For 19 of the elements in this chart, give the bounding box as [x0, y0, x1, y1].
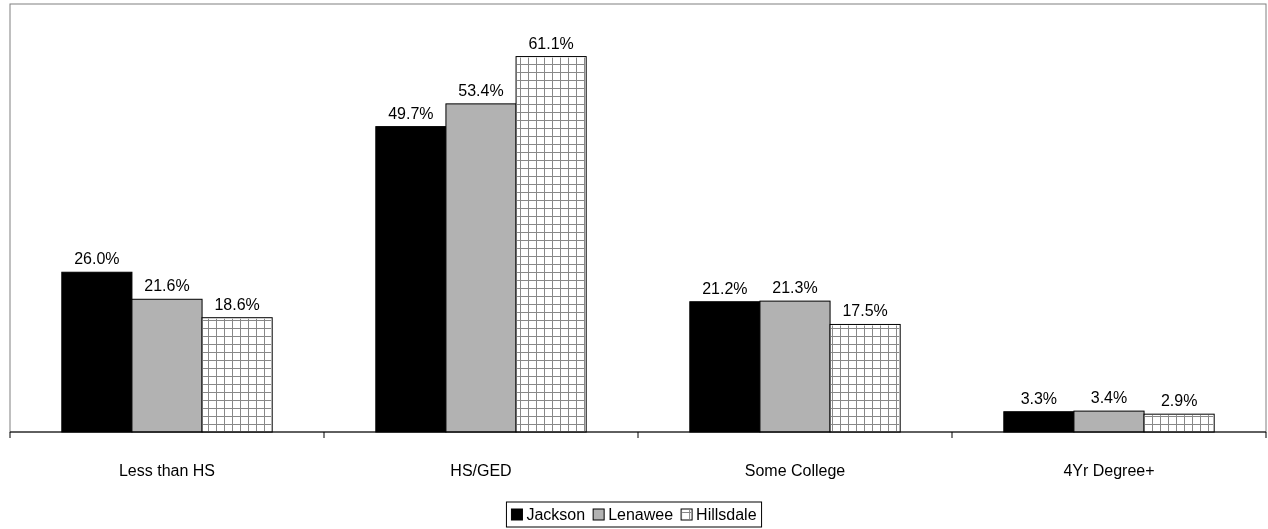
data-label: 3.4%: [1090, 389, 1128, 407]
x-tick-label: Some College: [744, 462, 846, 479]
data-label: 21.2%: [702, 279, 748, 297]
legend-label: Jackson: [526, 506, 586, 523]
legend-label: Lenawee: [608, 506, 674, 523]
x-tick-label: 4Yr Degree+: [1063, 462, 1155, 479]
data-label: 61.1%: [528, 34, 574, 52]
data-label: 17.5%: [842, 302, 888, 320]
legend-label: Hillsdale: [696, 506, 757, 523]
data-label: 2.9%: [1160, 392, 1198, 410]
data-label: 3.3%: [1020, 389, 1058, 407]
x-tick-label: HS/GED: [450, 462, 512, 479]
x-tick-label: Less than HS: [118, 462, 216, 479]
data-label: 21.3%: [772, 279, 818, 297]
data-label: 26.0%: [74, 250, 120, 268]
data-label: 18.6%: [214, 295, 260, 313]
data-label: 53.4%: [458, 81, 504, 99]
data-label: 21.6%: [144, 277, 190, 295]
data-label: 49.7%: [388, 104, 434, 122]
